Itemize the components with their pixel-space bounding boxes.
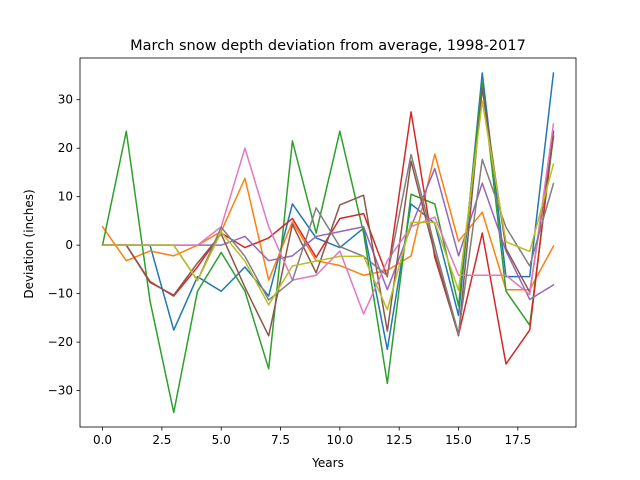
x-axis-label: Years [311, 456, 344, 470]
x-tick-label: 5.0 [212, 433, 231, 447]
y-tick-label: 30 [58, 93, 73, 107]
x-tick-label: 12.5 [386, 433, 413, 447]
x-tick-label: 15.0 [445, 433, 472, 447]
y-tick-label: −10 [48, 287, 73, 301]
series-line-7 [101, 123, 555, 315]
y-tick-label: 0 [65, 238, 73, 252]
x-tick-label: 0.0 [93, 433, 112, 447]
y-tick-label: 10 [58, 190, 73, 204]
x-tick-label: 7.5 [271, 433, 290, 447]
chart-title: March snow depth deviation from average,… [130, 38, 526, 54]
plot-area: 0.0 2.5 5.0 7.5 10.0 12.5 15.0 17.5 −30 −20 −10 0 10… [48, 57, 577, 447]
axes-frame [79, 57, 577, 428]
y-tick-label: 20 [58, 141, 73, 155]
y-tick-label: −20 [48, 335, 73, 349]
series-line-3 [101, 81, 555, 414]
series-line-9 [101, 100, 555, 311]
y-axis-label: Deviation (inches) [22, 189, 36, 298]
x-tick-label: 17.5 [504, 433, 531, 447]
y-tick-label: −30 [48, 384, 73, 398]
x-tick-label: 10.0 [327, 433, 354, 447]
x-tick-label: 2.5 [152, 433, 171, 447]
